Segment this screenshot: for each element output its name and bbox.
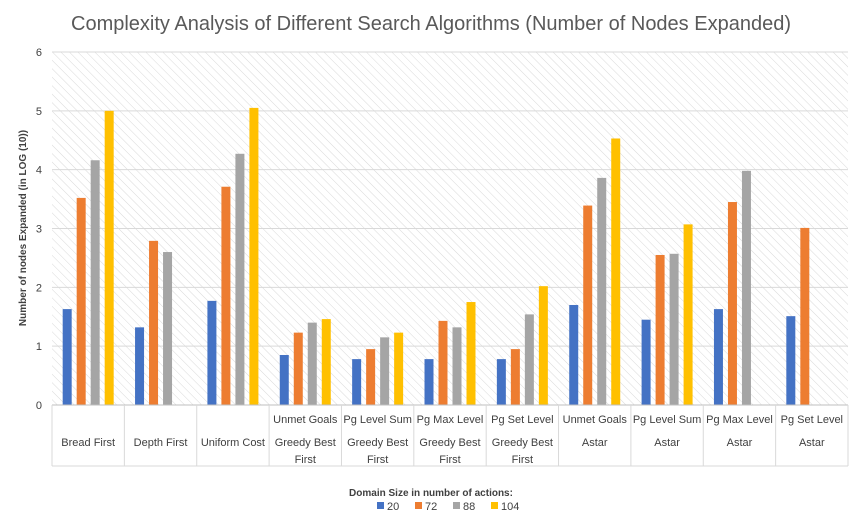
x-category-label: Astar (799, 437, 825, 449)
bar-series-20 (135, 327, 145, 405)
x-category-label: Bread First (61, 437, 115, 449)
x-category-label: Unmet Goals (563, 414, 628, 426)
bar-series-20 (496, 359, 506, 405)
x-category-label: Astar (654, 437, 680, 449)
legend-label-20: 20 (387, 501, 399, 513)
bar-series-104 (466, 302, 476, 405)
bar-series-72 (727, 202, 737, 405)
bar-series-104 (249, 107, 259, 406)
bar-series-20 (569, 304, 579, 405)
y-tick-label: 5 (36, 106, 42, 118)
bar-series-104 (104, 110, 114, 405)
legend: 20 72 88 104 (377, 501, 519, 513)
x-category-label: Depth First (134, 437, 188, 449)
y-tick-label: 4 (36, 165, 42, 177)
bar-series-104 (683, 224, 693, 405)
bar-series-88 (669, 253, 679, 405)
x-category-label: Pg Max Level (417, 414, 484, 426)
bar-series-88 (90, 160, 100, 405)
x-category-label: Pg Max Level (706, 414, 773, 426)
bar-series-72 (76, 197, 86, 405)
bar-series-72 (510, 349, 520, 405)
bar-series-72 (583, 205, 593, 405)
bar-series-20 (713, 309, 723, 405)
y-tick-label: 1 (36, 341, 42, 353)
bar-series-88 (380, 337, 390, 405)
bar-series-88 (163, 252, 173, 405)
x-category-label: Pg Set Level (781, 414, 843, 426)
bar-series-20 (424, 359, 434, 405)
legend-label-88: 88 (463, 501, 475, 513)
bar-series-20 (279, 354, 289, 405)
bar-series-104 (321, 319, 331, 405)
bar-series-20 (786, 316, 796, 405)
bar-series-72 (221, 186, 231, 405)
bar-series-20 (207, 300, 217, 405)
x-category-label: Greedy Best (419, 437, 480, 449)
bar-series-104 (538, 286, 548, 405)
bar-series-72 (800, 227, 810, 405)
y-tick-label: 0 (36, 400, 42, 412)
bar-series-72 (366, 349, 376, 405)
bar-series-104 (611, 138, 621, 406)
x-category-label: First (295, 454, 316, 466)
x-category-label: First (439, 454, 460, 466)
bar-series-88 (741, 170, 751, 405)
x-category-label: Uniform Cost (201, 437, 265, 449)
legend-label-72: 72 (425, 501, 437, 513)
x-category-label: Pg Set Level (491, 414, 553, 426)
y-tick-label: 2 (36, 282, 42, 294)
bar-series-20 (641, 319, 651, 405)
x-category-label: Greedy Best (492, 437, 553, 449)
legend-label-104: 104 (501, 501, 519, 513)
x-category-label: Pg Level Sum (633, 414, 701, 426)
bars (62, 107, 810, 406)
legend-title: Domain Size in number of actions: (349, 488, 513, 499)
y-axis-title: Number of nodes Expanded (in LOG (10)) (18, 130, 29, 326)
x-category-label: Unmet Goals (273, 414, 338, 426)
chart-title: Complexity Analysis of Different Search … (71, 13, 791, 35)
bar-series-72 (293, 332, 303, 405)
legend-swatch-104 (491, 502, 498, 509)
x-category-label: Greedy Best (275, 437, 336, 449)
x-axis: Bread First Depth First Uniform Cost Unmet … (51, 404, 849, 467)
legend-swatch-20 (377, 502, 384, 509)
bar-series-72 (655, 254, 665, 405)
x-category-label: First (367, 454, 388, 466)
y-tick-label: 3 (36, 224, 42, 236)
bar-series-20 (352, 359, 362, 405)
bar-series-20 (62, 309, 72, 405)
bar-series-72 (438, 320, 448, 405)
y-tick-label: 6 (36, 47, 42, 59)
bar-series-88 (524, 314, 534, 405)
x-category-label: Greedy Best (347, 437, 408, 449)
bar-series-88 (452, 327, 462, 405)
bar-series-88 (597, 177, 607, 405)
x-category-label: Astar (727, 437, 753, 449)
bar-series-72 (149, 240, 159, 405)
x-category-label: Pg Level Sum (343, 414, 411, 426)
y-tick-labels: 0 1 2 3 4 5 6 (36, 47, 42, 412)
bar-series-104 (394, 332, 404, 405)
legend-swatch-88 (453, 502, 460, 509)
bar-series-88 (307, 322, 317, 405)
x-category-label: First (512, 454, 533, 466)
legend-swatch-72 (415, 502, 422, 509)
x-category-label: Astar (582, 437, 608, 449)
bar-series-88 (235, 153, 245, 405)
